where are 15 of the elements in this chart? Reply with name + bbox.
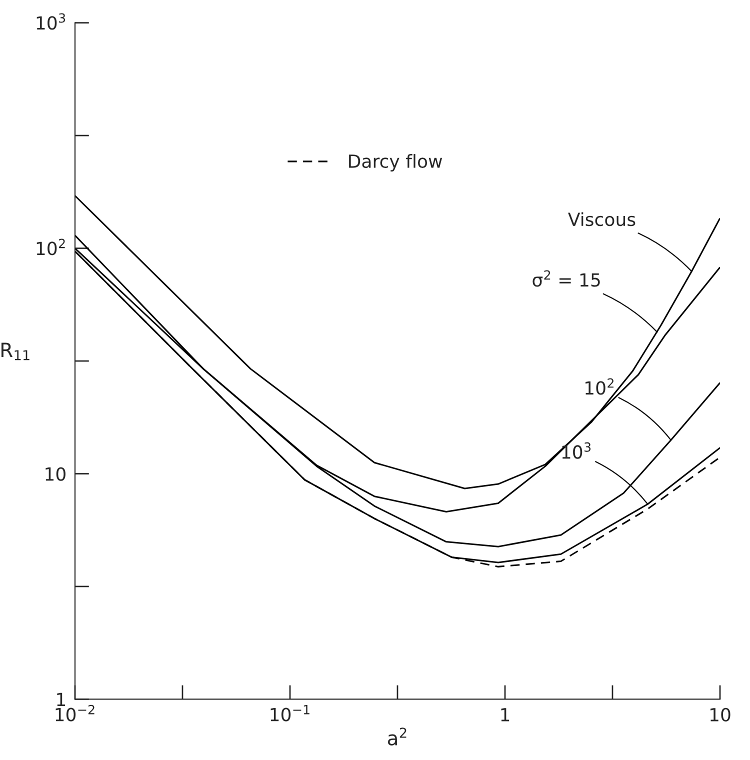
x-tick-label: 10 [710, 708, 730, 722]
y-axis-title: R$_{11}$ [2, 342, 30, 360]
y-tick-label: 10 [46, 467, 66, 481]
y-tick-label: 10$^{2}$ [36, 238, 65, 256]
annotation: 10$^{3}$ [562, 442, 591, 459]
x-tick-label: 10$^{−1}$ [270, 705, 310, 722]
x-axis-title: a$^{2}$ [388, 728, 406, 746]
annotation: σ$^{2}$ = 15 [532, 270, 600, 287]
x-tick-label: 10$^{−2}$ [56, 704, 94, 722]
annotation: Viscous [568, 212, 636, 226]
y-tick-label: 10$^{3}$ [36, 13, 66, 30]
y-tick-label: 1 [57, 692, 65, 706]
x-tick-label: 1 [501, 708, 510, 722]
legend-label: Darcy flow [349, 154, 442, 172]
annotation: 10$^{2}$ [586, 378, 614, 395]
